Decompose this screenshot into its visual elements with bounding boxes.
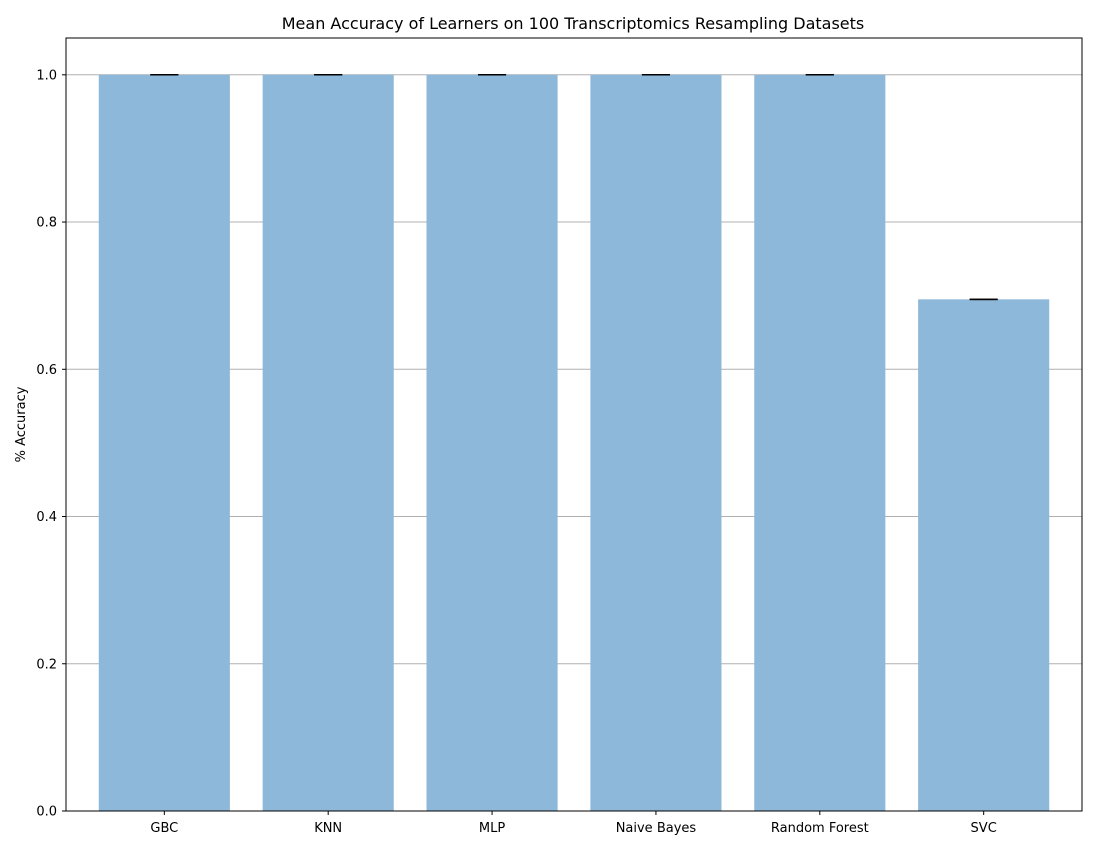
bar-svc (918, 299, 1050, 811)
bar-naive-bayes (590, 74, 722, 812)
y-tick-label: 0.6 (36, 363, 57, 378)
x-tick-label: SVC (971, 821, 997, 836)
y-tick-label: 0.2 (36, 657, 57, 672)
y-tick-label: 0.0 (36, 805, 57, 820)
chart-title: Mean Accuracy of Learners on 100 Transcr… (282, 14, 864, 33)
y-tick-label: 1.0 (36, 68, 57, 83)
x-axis-ticks: GBC KNN MLP Naive Bayes Random Forest SVC (150, 811, 997, 836)
plot-frame (65, 37, 1083, 812)
x-tick-label: GBC (150, 821, 178, 836)
x-tick-label: KNN (314, 821, 342, 836)
y-axis-label: % Accuracy (14, 386, 29, 462)
bar-gbc (98, 74, 230, 812)
bar-random-forest (754, 74, 886, 812)
y-tick-label: 0.4 (36, 510, 57, 525)
bar-mlp (426, 74, 558, 812)
y-tick-label: 0.8 (36, 216, 57, 231)
bars (98, 74, 1050, 812)
x-tick-label: Random Forest (771, 821, 869, 836)
x-tick-label: Naive Bayes (616, 821, 697, 836)
bar-knn (262, 74, 394, 812)
y-axis-ticks: 0.0 0.2 0.4 0.6 0.8 1.0 (36, 68, 66, 820)
error-bars (150, 74, 998, 301)
x-tick-label: MLP (479, 821, 505, 836)
